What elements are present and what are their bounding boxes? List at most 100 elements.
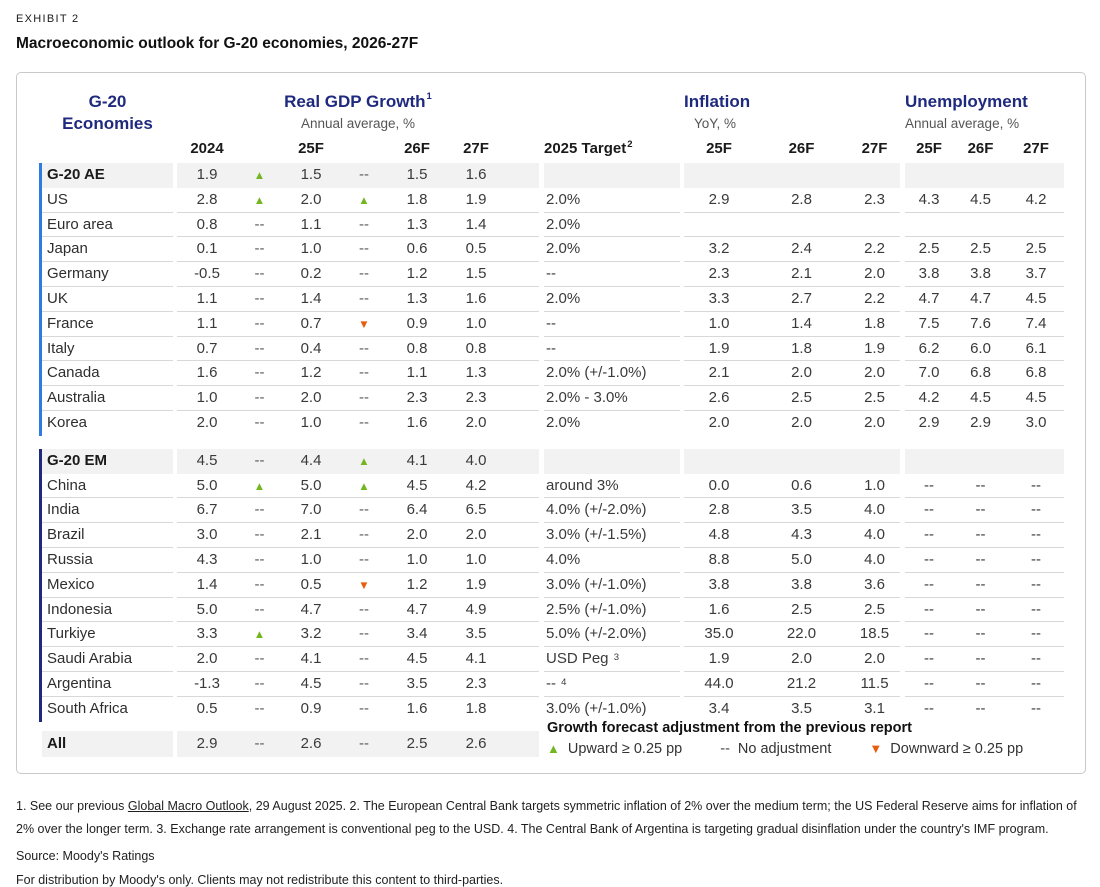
unemployment-26f: --	[953, 573, 1008, 598]
inflation-26f: 0.6	[754, 474, 849, 499]
gdp-2024: 2.0	[177, 647, 237, 672]
gdp-26f: 0.8	[388, 337, 446, 362]
gdp-25f-adjustment: --	[237, 312, 282, 337]
gdp-26f-adjustment: ▼	[340, 573, 388, 598]
inflation-25f: 8.8	[684, 548, 754, 573]
inflation-25f: 3.3	[684, 287, 754, 312]
unemployment-27f: 4.5	[1008, 287, 1064, 312]
inflation-target: 3.0% (+/-1.0%)	[546, 699, 647, 717]
unemployment-27f: --	[1008, 523, 1064, 548]
unemployment-25f: 2.5	[905, 237, 953, 263]
unemployment-25f: --	[905, 548, 953, 573]
unemployment-27f: --	[1008, 498, 1064, 524]
unemployment-25f: 7.0	[905, 361, 953, 387]
up-arrow-icon: ▲	[253, 480, 266, 493]
unemployment-25f: --	[905, 523, 953, 548]
gdp-2024: 0.5	[196, 699, 218, 717]
gdp-26f-adjustment: --	[340, 548, 388, 573]
inflation-25f: 1.0	[684, 312, 754, 337]
unemployment-27f: 3.0	[1025, 413, 1047, 431]
inflation-target: --	[544, 337, 680, 362]
table-row-india: India 6.7 -- 7.0 -- 6.4 6.5 4.0% (+/-2.0%) 2.8 3.…	[42, 498, 1078, 524]
unemployment-27f	[1008, 213, 1064, 238]
no-adjustment-dash: --	[254, 451, 265, 469]
unemployment-26f: --	[953, 498, 1008, 524]
no-adjustment-dash: --	[254, 575, 265, 593]
inflation-26f: 5.0	[754, 548, 849, 573]
row-label: UK	[42, 287, 173, 312]
gdp-group-subtitle: Annual average, %	[300, 116, 416, 131]
up-arrow-icon: ▲	[358, 480, 370, 493]
inflation-target: 2.0%	[546, 413, 581, 431]
unemployment-25f: --	[905, 474, 953, 499]
gdp-26f: 1.5	[388, 163, 446, 188]
gdp-25f-adjustment: --	[237, 287, 282, 312]
no-adjustment-dash: --	[254, 314, 265, 332]
gdp-2024: 0.1	[177, 237, 237, 263]
unemployment-25f: 4.7	[905, 287, 953, 312]
legend-heading: Growth forecast adjustment from the prev…	[547, 719, 912, 736]
no-adjustment-dash: --	[359, 339, 369, 357]
gdp-27f: 1.0	[446, 548, 506, 573]
no-adjustment-dash: --	[254, 734, 265, 752]
gdp-27f: 2.3	[446, 672, 506, 697]
unemployment-27f: --	[1008, 647, 1064, 672]
gdp-2024: 4.3	[177, 548, 237, 573]
gdp-25f: 2.1	[282, 523, 340, 548]
gdp-25f-adjustment: --	[237, 573, 282, 598]
gdp-27f: 1.4	[446, 213, 506, 238]
unemployment-26f: 2.9	[970, 413, 991, 431]
unemployment-27f: --	[1008, 622, 1064, 648]
inflation-27f	[849, 448, 900, 474]
inflation-26f: 21.2	[754, 672, 849, 697]
inflation-target: 2.0%	[544, 188, 680, 213]
gdp-26f: 1.0	[388, 548, 446, 573]
inflation-group-subtitle: YoY, %	[694, 116, 737, 131]
inflation-target: around 3%	[544, 474, 680, 499]
inflation-target: 4.0%	[544, 548, 680, 573]
no-adjustment-dash: --	[254, 550, 265, 568]
gdp-26f-adjustment: --	[340, 647, 388, 672]
unemployment-25f: --	[905, 647, 953, 672]
inflation-25f: 4.8	[684, 523, 754, 548]
gdp-26f: 1.1	[388, 361, 446, 387]
global-macro-outlook-link[interactable]: Global Macro Outlook	[127, 799, 249, 813]
row-label: China	[42, 474, 173, 499]
row-label: G-20 AE	[42, 163, 173, 188]
no-adjustment-dash: --	[359, 600, 369, 618]
inflation-target: 5.0% (+/-2.0%)	[544, 622, 680, 648]
gdp-26f: 2.5	[388, 730, 446, 757]
unemployment-27f: 4.5	[1008, 386, 1064, 411]
unemployment-26f: --	[953, 598, 1008, 623]
table-header: G-20 Real GDP Growth1 Inflation Unemploy…	[42, 90, 1078, 163]
unemployment-25f: 3.8	[905, 262, 953, 287]
gdp-2024: 2.0	[196, 413, 218, 431]
economies-header-line1: G-20	[88, 91, 127, 111]
gdp-26f-adjustment: --	[340, 237, 388, 263]
unemployment-27f: --	[1008, 598, 1064, 623]
gdp-25f: 2.6	[282, 730, 340, 757]
unemployment-26f: --	[953, 647, 1008, 672]
unemployment-group-subtitle: Annual average, %	[905, 116, 1020, 131]
table-row-uk: UK 1.1 -- 1.4 -- 1.3 1.6 2.0% 3.3 2.7 2.2 4.7 4.7 4.5	[42, 287, 1078, 312]
up-arrow-icon: ▲	[358, 455, 370, 468]
unemployment-25f: --	[905, 622, 953, 648]
gdp-25f: 1.0	[282, 548, 340, 573]
unemployment-26f: --	[953, 474, 1008, 499]
gdp-26f: 4.7	[388, 598, 446, 623]
gdp-27f: 4.2	[446, 474, 506, 499]
economies-header-line2: Economies	[62, 113, 153, 133]
no-adjustment-dash: --	[254, 600, 265, 618]
table-row-argentina: Argentina -1.3 -- 4.5 -- 3.5 2.3 -- 4 44.0 21.2 11…	[42, 672, 1078, 697]
col-header-unemployment-27f: 27F	[1023, 140, 1049, 157]
gdp-25f-adjustment: ▲	[237, 622, 282, 648]
unemployment-26f: 6.0	[953, 337, 1008, 362]
gdp-2024: 3.3	[177, 622, 237, 648]
gdp-26f: 1.6	[406, 413, 428, 431]
gdp-2024: -0.5	[177, 262, 237, 287]
inflation-target	[544, 448, 680, 474]
no-adjustment-dash: --	[254, 413, 265, 431]
up-arrow-icon: ▲	[253, 194, 266, 207]
inflation-target: 2.0%	[544, 213, 680, 238]
unemployment-25f: --	[905, 672, 953, 697]
